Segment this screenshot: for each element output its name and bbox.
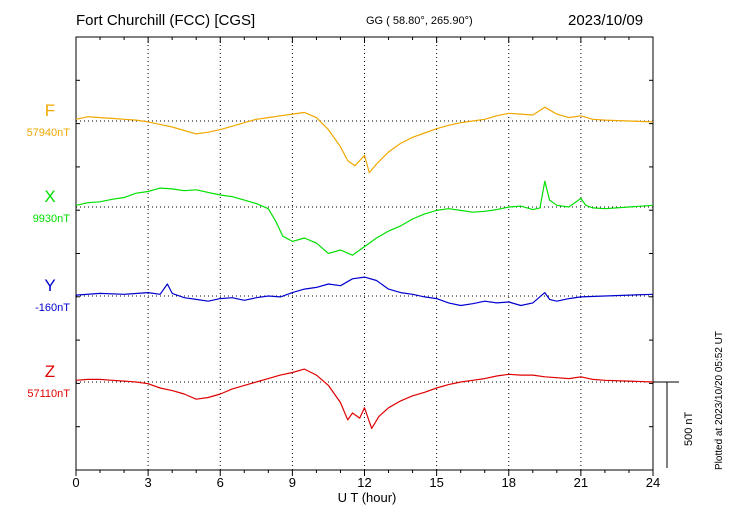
series-baseline-label-x: 9930nT xyxy=(33,213,71,225)
x-tick-label: 12 xyxy=(357,475,371,490)
series-name-z: Z xyxy=(45,362,55,381)
x-tick-label: 24 xyxy=(646,475,660,490)
plotted-timestamp: Plotted at 2023/10/20 05:52 UT xyxy=(714,331,725,470)
series-line-y xyxy=(75,276,654,307)
x-axis-label: U T (hour) xyxy=(338,490,397,505)
series-name-f: F xyxy=(45,101,55,120)
series-name-x: X xyxy=(44,187,55,206)
series-name-y: Y xyxy=(44,276,55,295)
series-line-x xyxy=(75,180,654,256)
series-line-f xyxy=(75,106,654,174)
series-baseline-label-y: -160nT xyxy=(35,302,70,314)
series-baseline-label-z: 57110nT xyxy=(27,388,70,400)
scale-bar-label: 500 nT xyxy=(683,411,695,446)
x-tick-label: 15 xyxy=(429,475,443,490)
x-tick-label: 6 xyxy=(217,475,224,490)
x-tick-label: 3 xyxy=(145,475,152,490)
x-tick-label: 9 xyxy=(289,475,296,490)
station-title: Fort Churchill (FCC) [CGS] xyxy=(76,12,256,29)
geographic-coordinates: GG ( 58.80°, 265.90°) xyxy=(366,15,473,27)
series-line-z xyxy=(75,368,654,429)
plot-date: 2023/10/09 xyxy=(568,12,644,29)
series-baseline-label-f: 57940nT xyxy=(27,127,71,139)
x-tick-label: 18 xyxy=(502,475,516,490)
x-tick-label: 21 xyxy=(574,475,588,490)
x-tick-label: 0 xyxy=(72,475,79,490)
